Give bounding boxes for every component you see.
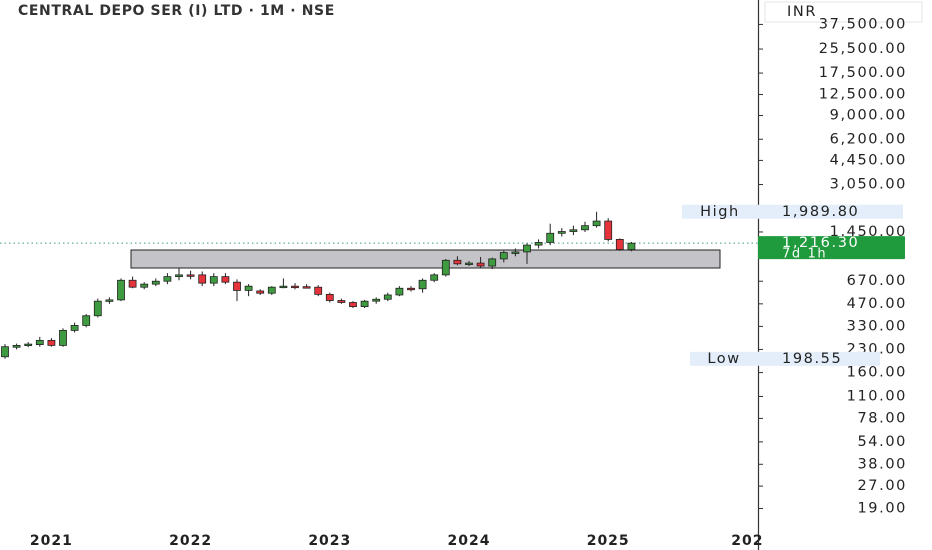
candle-body bbox=[592, 220, 601, 227]
candle-body bbox=[395, 287, 404, 296]
low_marker-box bbox=[690, 351, 880, 366]
candle-body bbox=[476, 262, 485, 267]
candle-body bbox=[360, 300, 369, 308]
candle-body bbox=[209, 276, 218, 284]
candle-body bbox=[534, 242, 543, 246]
candle-body bbox=[372, 298, 381, 302]
y-tick-label: 330.00 bbox=[847, 318, 907, 334]
candle-body bbox=[546, 232, 555, 243]
x-tick-label: 2022 bbox=[169, 533, 212, 549]
candle-body bbox=[128, 279, 137, 288]
y-tick-label: 54.00 bbox=[857, 434, 907, 450]
candle-body bbox=[256, 290, 265, 294]
candle-body bbox=[314, 286, 323, 295]
candle-body bbox=[233, 281, 241, 291]
y-tick-label: 4,450.00 bbox=[830, 152, 907, 168]
candle-body bbox=[70, 325, 79, 331]
candle-body bbox=[117, 279, 125, 301]
high_marker-name: High bbox=[700, 204, 740, 220]
candle-body bbox=[1, 346, 9, 358]
y-tick-label: 19.00 bbox=[857, 501, 907, 517]
candle-body bbox=[337, 300, 346, 303]
candle-body bbox=[221, 276, 230, 283]
candle-body bbox=[47, 339, 56, 346]
candle-body bbox=[488, 258, 497, 267]
candle-body bbox=[465, 262, 473, 265]
candle-body bbox=[511, 251, 520, 254]
y-tick-label: 37,500.00 bbox=[819, 16, 907, 32]
y-tick-label: 6,200.00 bbox=[830, 131, 907, 147]
candle-body bbox=[430, 274, 439, 281]
candle-body bbox=[24, 343, 33, 347]
y-tick-label: 1,450.00 bbox=[830, 224, 907, 240]
y-tick-label: 27.00 bbox=[857, 478, 907, 494]
x-tick-label: 2023 bbox=[308, 533, 351, 549]
candle-body bbox=[82, 315, 91, 326]
last-price-label: 1,216.30 bbox=[782, 235, 859, 251]
candle-body bbox=[175, 274, 183, 278]
countdown: 7d 1h bbox=[782, 247, 827, 262]
x-tick-label: 2025 bbox=[587, 533, 630, 549]
candle-body bbox=[418, 279, 427, 290]
candle-body bbox=[453, 259, 462, 265]
y-tick-label: 17,500.00 bbox=[819, 65, 907, 81]
candle-body bbox=[557, 231, 566, 234]
candle-body bbox=[186, 274, 195, 277]
candle-body bbox=[105, 299, 114, 302]
y-tick-label: 110.00 bbox=[847, 388, 907, 404]
candle-body bbox=[523, 244, 531, 253]
candle-body bbox=[12, 344, 21, 348]
candle-body bbox=[441, 259, 450, 276]
currency: INR bbox=[787, 4, 817, 20]
y-tick-label: 9,000.00 bbox=[830, 107, 907, 123]
last-price-box bbox=[758, 236, 905, 260]
candle-body bbox=[407, 287, 415, 291]
candle-body bbox=[349, 302, 357, 308]
y-tick-label: 78.00 bbox=[857, 410, 907, 426]
candle-body bbox=[140, 283, 149, 288]
candle-body bbox=[569, 229, 578, 232]
high_marker-box bbox=[682, 204, 903, 219]
currency-box bbox=[764, 1, 923, 23]
candle-body bbox=[35, 339, 44, 346]
chart-title: CENTRAL DEPO SER (I) LTD · 1M · NSE bbox=[18, 3, 335, 19]
candle-body bbox=[581, 225, 589, 231]
x-tick-label: 2021 bbox=[30, 533, 73, 549]
y-tick-label: 25,500.00 bbox=[819, 41, 907, 57]
candle-body bbox=[163, 276, 172, 282]
x-tick-label: 202 bbox=[731, 533, 763, 549]
x-tick-label: 2024 bbox=[448, 533, 491, 549]
support-zone bbox=[130, 249, 721, 269]
candle-body bbox=[615, 239, 624, 250]
candle-body bbox=[604, 220, 613, 240]
candle-body bbox=[244, 285, 253, 291]
candle-body bbox=[325, 293, 334, 301]
candle-body bbox=[499, 252, 508, 260]
candle-body bbox=[627, 242, 636, 250]
high_marker-value: 1,989.80 bbox=[782, 204, 859, 220]
candle-body bbox=[302, 286, 311, 289]
candle-body bbox=[267, 286, 276, 294]
candle-body bbox=[93, 300, 102, 317]
candle-body bbox=[383, 294, 392, 300]
y-tick-label: 38.00 bbox=[857, 456, 907, 472]
low_marker-value: 198.55 bbox=[782, 351, 842, 367]
candle-body bbox=[198, 274, 207, 284]
candle-body bbox=[59, 329, 67, 346]
y-tick-label: 3,050.00 bbox=[830, 177, 907, 193]
candle-body bbox=[279, 285, 288, 289]
candle-body bbox=[151, 280, 160, 285]
y-tick-label: 12,500.00 bbox=[819, 87, 907, 103]
y-tick-label: 670.00 bbox=[847, 273, 907, 289]
y-tick-label: 160.00 bbox=[847, 365, 907, 381]
low_marker-name: Low bbox=[707, 351, 740, 367]
y-tick-label: 470.00 bbox=[847, 296, 907, 312]
candle-body bbox=[291, 285, 299, 289]
